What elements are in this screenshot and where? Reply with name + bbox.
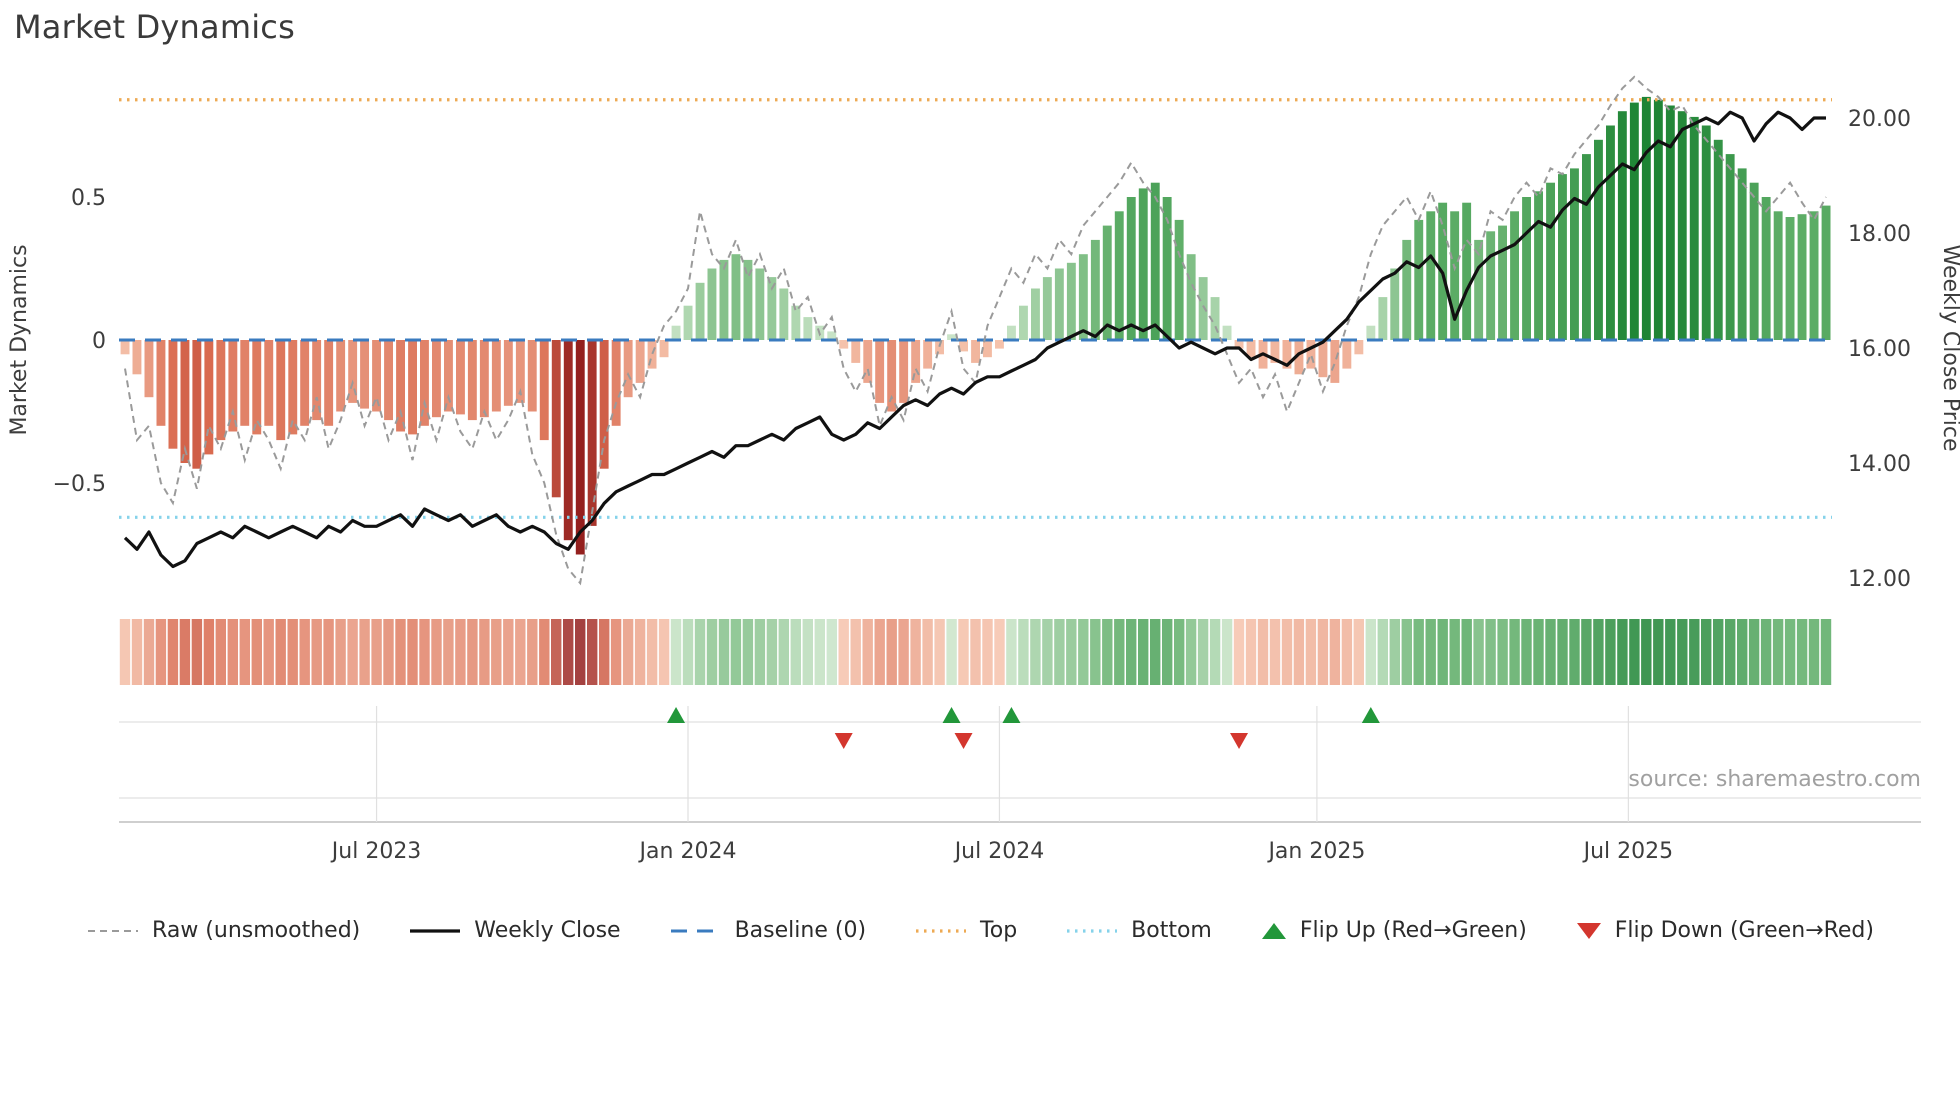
page-title: Market Dynamics — [14, 8, 295, 46]
legend-item-bottom: Bottom — [1065, 918, 1212, 943]
flip-up-marker-icon — [942, 707, 961, 723]
legend-item-flip-up: Flip Up (Red→Green) — [1260, 918, 1527, 943]
left-tick-label: 0 — [92, 329, 106, 354]
flip-up-triangle-icon — [1261, 922, 1286, 939]
flip-up-marker-icon — [1002, 707, 1021, 723]
weekly-close-line — [123, 110, 1826, 569]
left-tick-label: 0.5 — [71, 186, 106, 211]
legend-item-weekly-close: Weekly Close — [408, 918, 621, 943]
raw-line-swatch — [88, 929, 139, 932]
legend-label-bottom: Bottom — [1131, 918, 1212, 943]
legend-item-raw: Raw (unsmoothed) — [86, 918, 360, 943]
x-tick-label: Jan 2025 — [1266, 839, 1365, 864]
left-axis-title: Market Dynamics — [7, 244, 32, 435]
legend-item-top: Top — [914, 918, 1017, 943]
chart-legend: Raw (unsmoothed) Weekly Close Baseline (… — [0, 918, 1960, 943]
flip-down-marker-icon — [1230, 733, 1249, 749]
top-line-swatch — [916, 928, 967, 933]
x-axis-ticks: Jul 2023 Jan 2024 Jul 2024 Jan 2025 Jul 2025 — [330, 839, 1673, 864]
source-text: source: sharemaestro.com — [1628, 767, 1921, 792]
flip-up-marker-icon — [1361, 707, 1380, 723]
legend-label-raw: Raw (unsmoothed) — [152, 918, 361, 943]
main-chart-svg: 0.5 0 −0.5 20.00 18.00 16.00 14.00 12.00 Jul 202… — [7, 75, 1960, 864]
x-tick-label: Jan 2024 — [638, 839, 737, 864]
legend-item-flip-down: Flip Down (Green→Red) — [1575, 918, 1874, 943]
flip-up-marker-icon — [667, 707, 686, 723]
left-tick-label: −0.5 — [53, 472, 106, 497]
right-tick-label: 18.00 — [1848, 222, 1911, 247]
legend-item-baseline: Baseline (0) — [669, 918, 866, 943]
baseline-line-swatch — [670, 929, 721, 932]
flip-down-triangle-icon — [1576, 922, 1601, 939]
x-tick-label: Jul 2025 — [1582, 839, 1674, 864]
flip-down-marker-icon — [954, 733, 973, 749]
dynamics-bars — [120, 96, 1831, 555]
left-axis-ticks: 0.5 0 −0.5 — [53, 186, 106, 497]
right-tick-label: 12.00 — [1848, 567, 1911, 592]
flip-down-markers — [834, 733, 1249, 749]
heatmap-strip — [119, 619, 1832, 685]
right-tick-label: 14.00 — [1848, 452, 1911, 477]
right-tick-label: 16.00 — [1848, 337, 1911, 362]
right-axis-title: Weekly Close Price — [1938, 245, 1960, 452]
right-axis-ticks: 20.00 18.00 16.00 14.00 12.00 — [1848, 107, 1911, 592]
right-tick-label: 20.00 — [1848, 107, 1911, 132]
weekly-close-line-swatch — [410, 928, 461, 933]
legend-label-weekly-close: Weekly Close — [474, 918, 621, 943]
flip-up-markers — [667, 707, 1380, 723]
bottom-line-swatch — [1067, 928, 1118, 933]
x-tick-label: Jul 2023 — [330, 839, 422, 864]
x-tick-label: Jul 2024 — [953, 839, 1045, 864]
legend-label-top: Top — [980, 918, 1018, 943]
legend-label-flip-down: Flip Down (Green→Red) — [1614, 918, 1874, 943]
legend-label-baseline: Baseline (0) — [734, 918, 867, 943]
flip-down-marker-icon — [834, 733, 853, 749]
legend-label-flip-up: Flip Up (Red→Green) — [1299, 918, 1527, 943]
